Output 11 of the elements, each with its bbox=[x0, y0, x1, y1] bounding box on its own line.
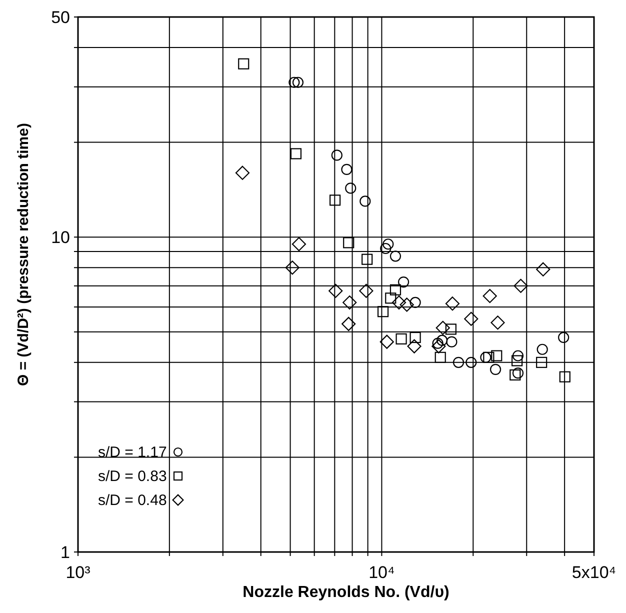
x-tick-label: 10³ bbox=[66, 563, 91, 582]
y-tick-label: 50 bbox=[51, 8, 70, 27]
x-tick-label: 10⁴ bbox=[368, 563, 395, 582]
legend-label: s/D = 0.48 bbox=[98, 492, 167, 509]
legend-label: s/D = 0.83 bbox=[98, 468, 167, 485]
x-axis-title: Nozzle Reynolds No. (Vd/υ) bbox=[242, 584, 450, 601]
y-tick-label: 10 bbox=[51, 228, 70, 248]
y-tick-label: 1 bbox=[60, 543, 70, 562]
x-tick-label: 5x10⁴ bbox=[572, 563, 616, 582]
y-axis-title: Θ = (Vd/D²) (pressure reduction time) bbox=[15, 123, 32, 386]
legend-label: s/D = 1.17 bbox=[98, 444, 167, 461]
